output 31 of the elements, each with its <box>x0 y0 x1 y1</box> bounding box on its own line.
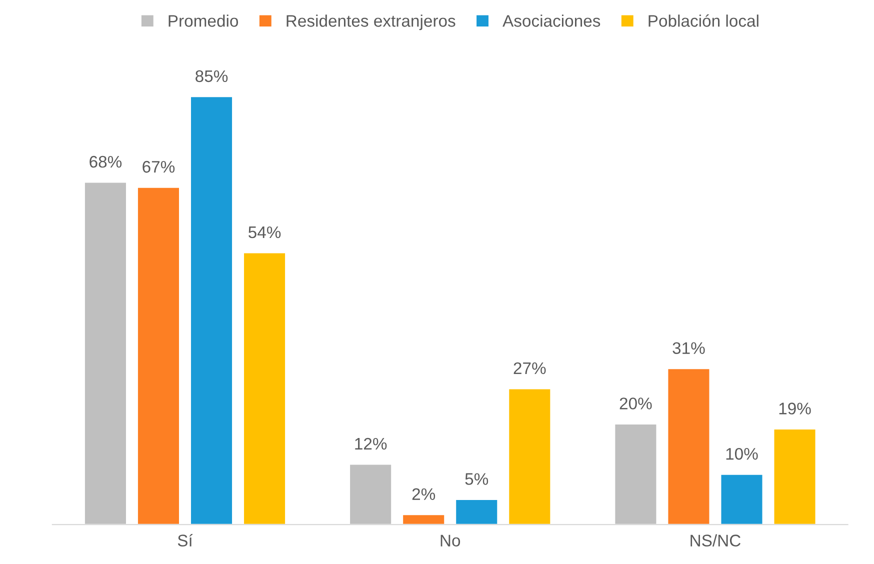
data-label: 10% <box>726 448 758 460</box>
data-label: 20% <box>620 398 652 410</box>
bar <box>402 514 446 525</box>
legend-label: Promedio <box>168 14 238 27</box>
bar <box>348 463 392 525</box>
bar <box>772 428 817 525</box>
bar <box>454 498 499 525</box>
data-label: 68% <box>90 156 122 168</box>
bar <box>84 181 128 525</box>
bar <box>614 423 658 525</box>
bar <box>242 252 286 525</box>
data-label: 2% <box>412 488 436 500</box>
data-label: 85% <box>196 70 228 82</box>
data-label: 12% <box>355 438 387 450</box>
x-tick-label: Sí <box>178 534 193 546</box>
bar <box>190 96 234 525</box>
data-label: 27% <box>514 362 546 374</box>
bar <box>720 473 764 525</box>
data-label: 5% <box>465 473 488 485</box>
data-label: 54% <box>248 226 281 238</box>
bar <box>666 368 711 525</box>
bar <box>508 388 552 525</box>
x-tick-label: NS/NC <box>690 534 741 546</box>
legend-label: Población local <box>648 14 758 27</box>
x-tick-label: No <box>440 534 460 546</box>
bar <box>136 186 180 525</box>
data-label: 67% <box>142 160 175 173</box>
data-label: 31% <box>672 342 705 354</box>
legend-label: Asociaciones <box>502 14 600 27</box>
legend-label: Residentes extranjeros <box>286 14 456 30</box>
data-label: 19% <box>779 402 811 414</box>
